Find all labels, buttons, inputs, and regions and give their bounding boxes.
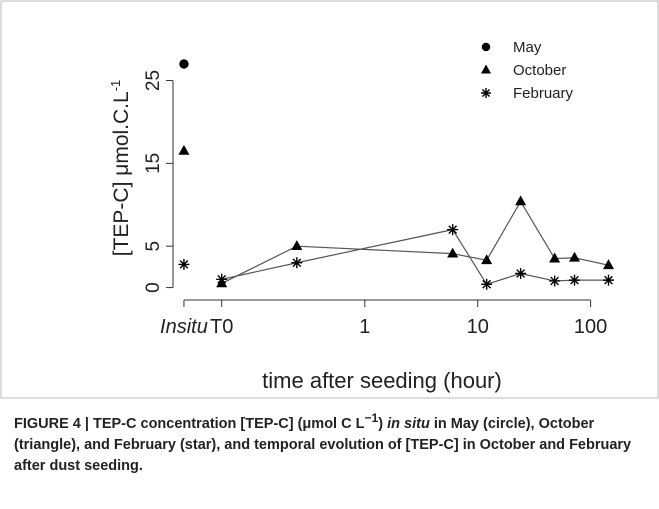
- legend-label: May: [513, 39, 542, 56]
- frame: [0, 0, 659, 399]
- marker: [603, 274, 614, 286]
- series-line: [221, 200, 609, 284]
- caption-text: ): [378, 415, 388, 432]
- x-axis-label: time after seeding (hour): [262, 368, 502, 393]
- y-tick-label: 25: [143, 70, 164, 91]
- marker: [481, 64, 491, 74]
- y-axis-label-text: [TEP-C] μmol.C.L: [110, 91, 133, 256]
- marker: [549, 252, 561, 263]
- y-tick-label: 5: [143, 241, 164, 252]
- marker: [481, 278, 493, 290]
- chart: time after seeding (hour) [TEP-C] μmol.C…: [0, 0, 659, 399]
- marker: [481, 254, 493, 265]
- caption-italic: in situ: [387, 415, 430, 432]
- marker: [291, 240, 303, 251]
- series-line: [221, 228, 609, 285]
- caption: FIGURE 4 | TEP-C concentration [TEP-C] (…: [14, 408, 649, 477]
- marker: [569, 274, 581, 286]
- marker: [481, 42, 491, 52]
- x-tick-label: 1: [359, 316, 370, 338]
- x-tick-label: 100: [574, 316, 607, 338]
- x-tick-label: Insitu: [160, 316, 208, 338]
- marker: [549, 275, 561, 287]
- marker: [515, 268, 527, 279]
- x-tick-label: T0: [210, 316, 233, 338]
- caption-text: FIGURE 4 | TEP-C concentration [TEP-C] (…: [14, 415, 365, 432]
- marker: [447, 224, 459, 236]
- y-tick-label: 0: [143, 282, 164, 293]
- marker: [515, 195, 527, 206]
- y-axis-label-exp: -1: [108, 80, 123, 92]
- marker: [216, 273, 228, 285]
- caption-text: in May (circle), October (triangle), and…: [14, 415, 632, 474]
- legend-label: October: [513, 62, 566, 79]
- y-tick-label: 15: [143, 153, 164, 174]
- marker: [178, 144, 190, 155]
- marker: [603, 259, 615, 270]
- marker: [447, 247, 459, 258]
- legend-label: February: [513, 85, 574, 102]
- marker: [569, 251, 581, 262]
- y-axis-label: [TEP-C] μmol.C.L-1: [108, 80, 133, 257]
- marker: [481, 88, 491, 98]
- caption-exp: −1: [364, 411, 379, 425]
- marker: [291, 257, 303, 269]
- marker: [179, 59, 189, 69]
- marker: [178, 258, 190, 270]
- x-tick-label: 10: [467, 316, 489, 338]
